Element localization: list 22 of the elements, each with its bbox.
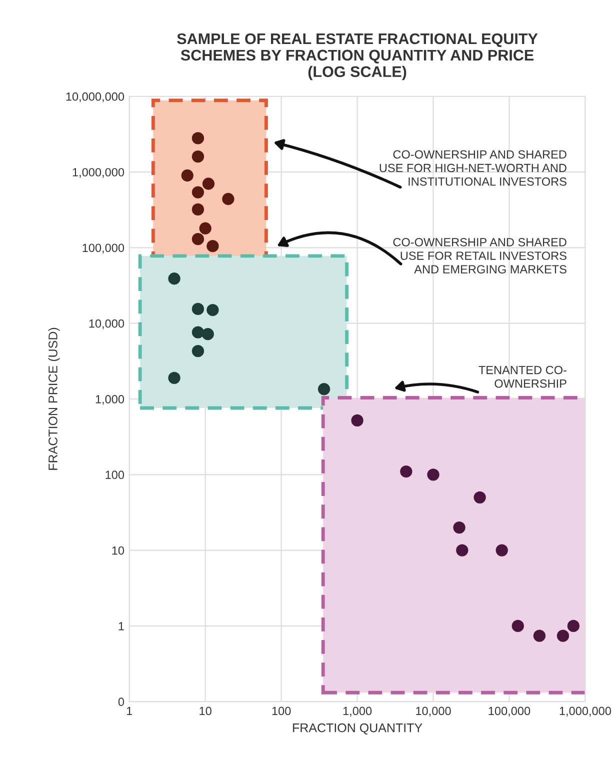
y-tick-label: 10: [112, 546, 124, 555]
annotation: CO-OWNERSHIP AND SHARED USE FOR RETAIL INVESTORS AND EMERGING MARKETS: [393, 238, 566, 274]
y-tick-label: 10,000,000: [66, 92, 124, 102]
y-axis-title: FRACTION PRICE (USD): [48, 328, 60, 470]
chart-title: SAMPLE OF REAL ESTATE FRACTIONAL EQUITY SCHEMES BY FRACTION QUANTITY AND PRICE (LOG SCALE): [177, 33, 538, 80]
y-tick-label: 1: [118, 622, 124, 630]
x-tick-label: 1: [126, 706, 132, 716]
annotation: TENANTED CO- OWNERSHIP: [478, 366, 566, 388]
x-tick-label: 1,000,000: [560, 706, 611, 717]
y-tick-label: 0: [118, 698, 124, 706]
x-tick-label: 10: [200, 706, 212, 716]
annotation: CO-OWNERSHIP AND SHARED USE FOR HIGH-NET-WORTH AND INSTITUTIONAL INVESTORS: [380, 150, 566, 186]
y-tick-label: 100,000: [82, 244, 124, 254]
y-tick-label: 10,000: [89, 319, 124, 330]
x-tick-label: 100,000: [488, 706, 530, 717]
x-tick-label: 10,000: [416, 706, 451, 717]
x-tick-label: 100: [272, 706, 291, 716]
x-tick-label: 1,000: [343, 706, 372, 717]
y-tick-label: 1,000,000: [72, 168, 124, 178]
y-tick-label: 1,000: [96, 395, 124, 405]
y-tick-label: 100: [106, 470, 124, 480]
x-axis-title: FRACTION QUANTITY: [293, 723, 422, 734]
